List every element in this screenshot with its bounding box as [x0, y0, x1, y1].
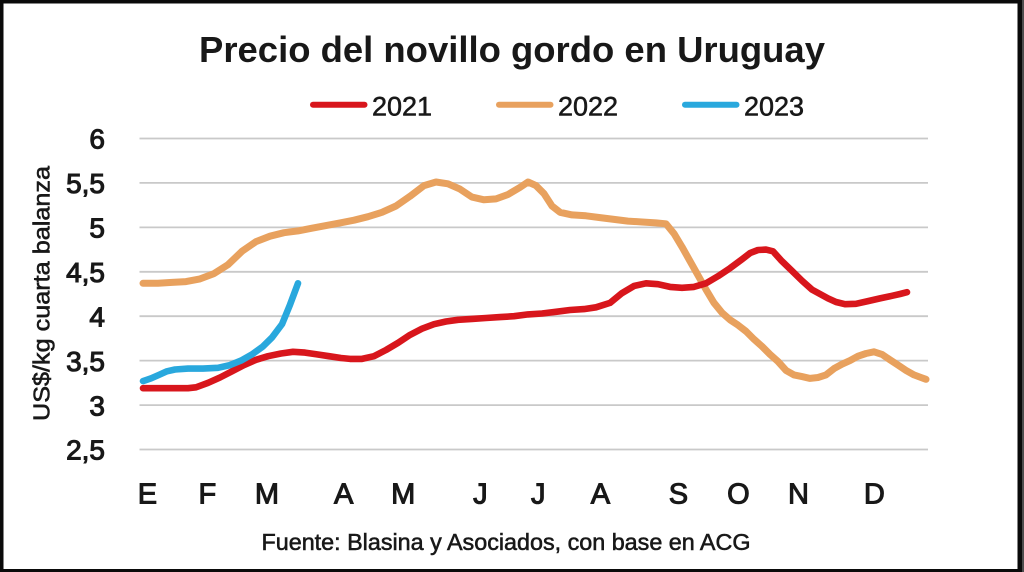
svg-text:5,5: 5,5	[66, 168, 105, 199]
svg-text:3,5: 3,5	[66, 346, 105, 377]
svg-text:US$/kg cuarta balanza: US$/kg cuarta balanza	[29, 166, 55, 421]
svg-text:6: 6	[89, 124, 105, 155]
svg-text:A: A	[334, 479, 354, 511]
svg-text:3: 3	[89, 390, 105, 421]
svg-text:4: 4	[89, 301, 105, 332]
svg-text:D: D	[864, 479, 885, 511]
svg-text:M: M	[255, 479, 279, 511]
svg-text:F: F	[199, 479, 217, 511]
svg-text:2021: 2021	[372, 91, 432, 121]
svg-text:O: O	[727, 479, 750, 511]
svg-text:2,5: 2,5	[66, 435, 105, 466]
svg-text:N: N	[788, 479, 809, 511]
svg-text:J: J	[531, 479, 546, 511]
svg-text:2022: 2022	[558, 91, 618, 121]
svg-text:4,5: 4,5	[66, 257, 105, 288]
svg-text:E: E	[138, 479, 157, 511]
svg-text:5: 5	[89, 213, 105, 244]
svg-text:Fuente: Blasina y Asociados, c: Fuente: Blasina y Asociados, con base en…	[262, 529, 751, 555]
svg-text:Precio del novillo gordo en Ur: Precio del novillo gordo en Uruguay	[199, 29, 825, 70]
svg-text:2023: 2023	[744, 91, 804, 121]
svg-text:S: S	[669, 479, 688, 511]
svg-text:A: A	[591, 479, 611, 511]
svg-text:J: J	[473, 479, 488, 511]
svg-text:M: M	[391, 479, 415, 511]
